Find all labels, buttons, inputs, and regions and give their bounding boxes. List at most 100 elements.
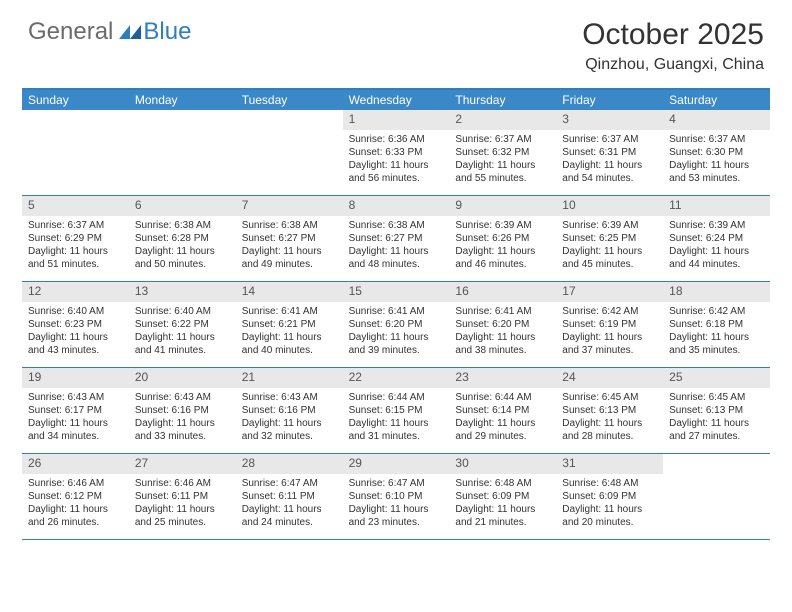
daylight-line-2: and 32 minutes. xyxy=(236,430,343,443)
daylight-line-1: Daylight: 11 hours xyxy=(343,159,450,172)
sunset-line: Sunset: 6:33 PM xyxy=(343,146,450,159)
daylight-line-2: and 38 minutes. xyxy=(449,344,556,357)
daylight-line-1: Daylight: 11 hours xyxy=(556,503,663,516)
sunrise-line: Sunrise: 6:43 AM xyxy=(22,391,129,404)
header: General Blue October 2025 Qinzhou, Guang… xyxy=(0,0,792,82)
sunrise-line: Sunrise: 6:41 AM xyxy=(343,305,450,318)
daylight-line-1: Daylight: 11 hours xyxy=(663,159,770,172)
weekday-header-row: SundayMondayTuesdayWednesdayThursdayFrid… xyxy=(22,90,770,110)
title-block: October 2025 Qinzhou, Guangxi, China xyxy=(582,18,764,74)
sunset-line: Sunset: 6:22 PM xyxy=(129,318,236,331)
day-number: 16 xyxy=(449,282,556,302)
sunset-line: Sunset: 6:12 PM xyxy=(22,490,129,503)
day-cell-empty: . xyxy=(129,110,236,195)
daylight-line-2: and 21 minutes. xyxy=(449,516,556,529)
sunset-line: Sunset: 6:11 PM xyxy=(129,490,236,503)
daylight-line-1: Daylight: 11 hours xyxy=(236,331,343,344)
sunrise-line: Sunrise: 6:38 AM xyxy=(343,219,450,232)
day-number: 19 xyxy=(22,368,129,388)
day-number: 8 xyxy=(343,196,450,216)
sunrise-line: Sunrise: 6:44 AM xyxy=(449,391,556,404)
sunset-line: Sunset: 6:16 PM xyxy=(236,404,343,417)
sunrise-line: Sunrise: 6:41 AM xyxy=(449,305,556,318)
sunrise-line: Sunrise: 6:43 AM xyxy=(129,391,236,404)
day-number: 15 xyxy=(343,282,450,302)
day-number: 23 xyxy=(449,368,556,388)
daylight-line-1: Daylight: 11 hours xyxy=(343,245,450,258)
weekday-monday: Monday xyxy=(129,90,236,110)
daylight-line-2: and 31 minutes. xyxy=(343,430,450,443)
sunset-line: Sunset: 6:09 PM xyxy=(449,490,556,503)
logo: General Blue xyxy=(28,18,191,46)
day-number: 28 xyxy=(236,454,343,474)
daylight-line-1: Daylight: 11 hours xyxy=(556,159,663,172)
day-cell-5: 5Sunrise: 6:37 AMSunset: 6:29 PMDaylight… xyxy=(22,196,129,281)
daylight-line-1: Daylight: 11 hours xyxy=(22,331,129,344)
sunset-line: Sunset: 6:26 PM xyxy=(449,232,556,245)
calendar-body: ...1Sunrise: 6:36 AMSunset: 6:33 PMDayli… xyxy=(22,110,770,540)
week-row: 26Sunrise: 6:46 AMSunset: 6:12 PMDayligh… xyxy=(22,454,770,540)
day-number: 7 xyxy=(236,196,343,216)
daylight-line-1: Daylight: 11 hours xyxy=(22,245,129,258)
day-number: 29 xyxy=(343,454,450,474)
weekday-friday: Friday xyxy=(556,90,663,110)
day-cell-6: 6Sunrise: 6:38 AMSunset: 6:28 PMDaylight… xyxy=(129,196,236,281)
daylight-line-1: Daylight: 11 hours xyxy=(236,503,343,516)
day-number: 30 xyxy=(449,454,556,474)
daylight-line-1: Daylight: 11 hours xyxy=(663,245,770,258)
daylight-line-2: and 28 minutes. xyxy=(556,430,663,443)
sunrise-line: Sunrise: 6:48 AM xyxy=(556,477,663,490)
sunset-line: Sunset: 6:32 PM xyxy=(449,146,556,159)
day-cell-31: 31Sunrise: 6:48 AMSunset: 6:09 PMDayligh… xyxy=(556,454,663,539)
day-number: 3 xyxy=(556,110,663,130)
sunset-line: Sunset: 6:31 PM xyxy=(556,146,663,159)
sunset-line: Sunset: 6:29 PM xyxy=(22,232,129,245)
sunset-line: Sunset: 6:10 PM xyxy=(343,490,450,503)
daylight-line-2: and 56 minutes. xyxy=(343,172,450,185)
week-row: 19Sunrise: 6:43 AMSunset: 6:17 PMDayligh… xyxy=(22,368,770,454)
calendar: SundayMondayTuesdayWednesdayThursdayFrid… xyxy=(22,88,770,540)
week-row: 5Sunrise: 6:37 AMSunset: 6:29 PMDaylight… xyxy=(22,196,770,282)
sunset-line: Sunset: 6:15 PM xyxy=(343,404,450,417)
sunrise-line: Sunrise: 6:45 AM xyxy=(663,391,770,404)
daylight-line-1: Daylight: 11 hours xyxy=(236,417,343,430)
weekday-saturday: Saturday xyxy=(663,90,770,110)
daylight-line-1: Daylight: 11 hours xyxy=(556,331,663,344)
sunset-line: Sunset: 6:13 PM xyxy=(663,404,770,417)
daylight-line-2: and 44 minutes. xyxy=(663,258,770,271)
day-cell-empty: . xyxy=(236,110,343,195)
sunrise-line: Sunrise: 6:44 AM xyxy=(343,391,450,404)
sunset-line: Sunset: 6:13 PM xyxy=(556,404,663,417)
day-number: 6 xyxy=(129,196,236,216)
day-number: 5 xyxy=(22,196,129,216)
sunset-line: Sunset: 6:09 PM xyxy=(556,490,663,503)
daylight-line-1: Daylight: 11 hours xyxy=(22,417,129,430)
sunset-line: Sunset: 6:19 PM xyxy=(556,318,663,331)
day-cell-4: 4Sunrise: 6:37 AMSunset: 6:30 PMDaylight… xyxy=(663,110,770,195)
daylight-line-1: Daylight: 11 hours xyxy=(449,331,556,344)
daylight-line-1: Daylight: 11 hours xyxy=(22,503,129,516)
sunrise-line: Sunrise: 6:36 AM xyxy=(343,133,450,146)
day-cell-24: 24Sunrise: 6:45 AMSunset: 6:13 PMDayligh… xyxy=(556,368,663,453)
daylight-line-2: and 51 minutes. xyxy=(22,258,129,271)
location: Qinzhou, Guangxi, China xyxy=(582,56,764,74)
day-cell-7: 7Sunrise: 6:38 AMSunset: 6:27 PMDaylight… xyxy=(236,196,343,281)
day-number: 1 xyxy=(343,110,450,130)
daylight-line-2: and 49 minutes. xyxy=(236,258,343,271)
sunset-line: Sunset: 6:16 PM xyxy=(129,404,236,417)
day-cell-11: 11Sunrise: 6:39 AMSunset: 6:24 PMDayligh… xyxy=(663,196,770,281)
day-cell-10: 10Sunrise: 6:39 AMSunset: 6:25 PMDayligh… xyxy=(556,196,663,281)
sunset-line: Sunset: 6:27 PM xyxy=(236,232,343,245)
day-cell-28: 28Sunrise: 6:47 AMSunset: 6:11 PMDayligh… xyxy=(236,454,343,539)
daylight-line-1: Daylight: 11 hours xyxy=(236,245,343,258)
daylight-line-2: and 25 minutes. xyxy=(129,516,236,529)
day-number: 21 xyxy=(236,368,343,388)
day-cell-29: 29Sunrise: 6:47 AMSunset: 6:10 PMDayligh… xyxy=(343,454,450,539)
day-cell-12: 12Sunrise: 6:40 AMSunset: 6:23 PMDayligh… xyxy=(22,282,129,367)
sunrise-line: Sunrise: 6:42 AM xyxy=(663,305,770,318)
logo-text-general: General xyxy=(28,18,113,46)
day-number: 9 xyxy=(449,196,556,216)
sunrise-line: Sunrise: 6:38 AM xyxy=(129,219,236,232)
daylight-line-1: Daylight: 11 hours xyxy=(663,417,770,430)
daylight-line-2: and 50 minutes. xyxy=(129,258,236,271)
